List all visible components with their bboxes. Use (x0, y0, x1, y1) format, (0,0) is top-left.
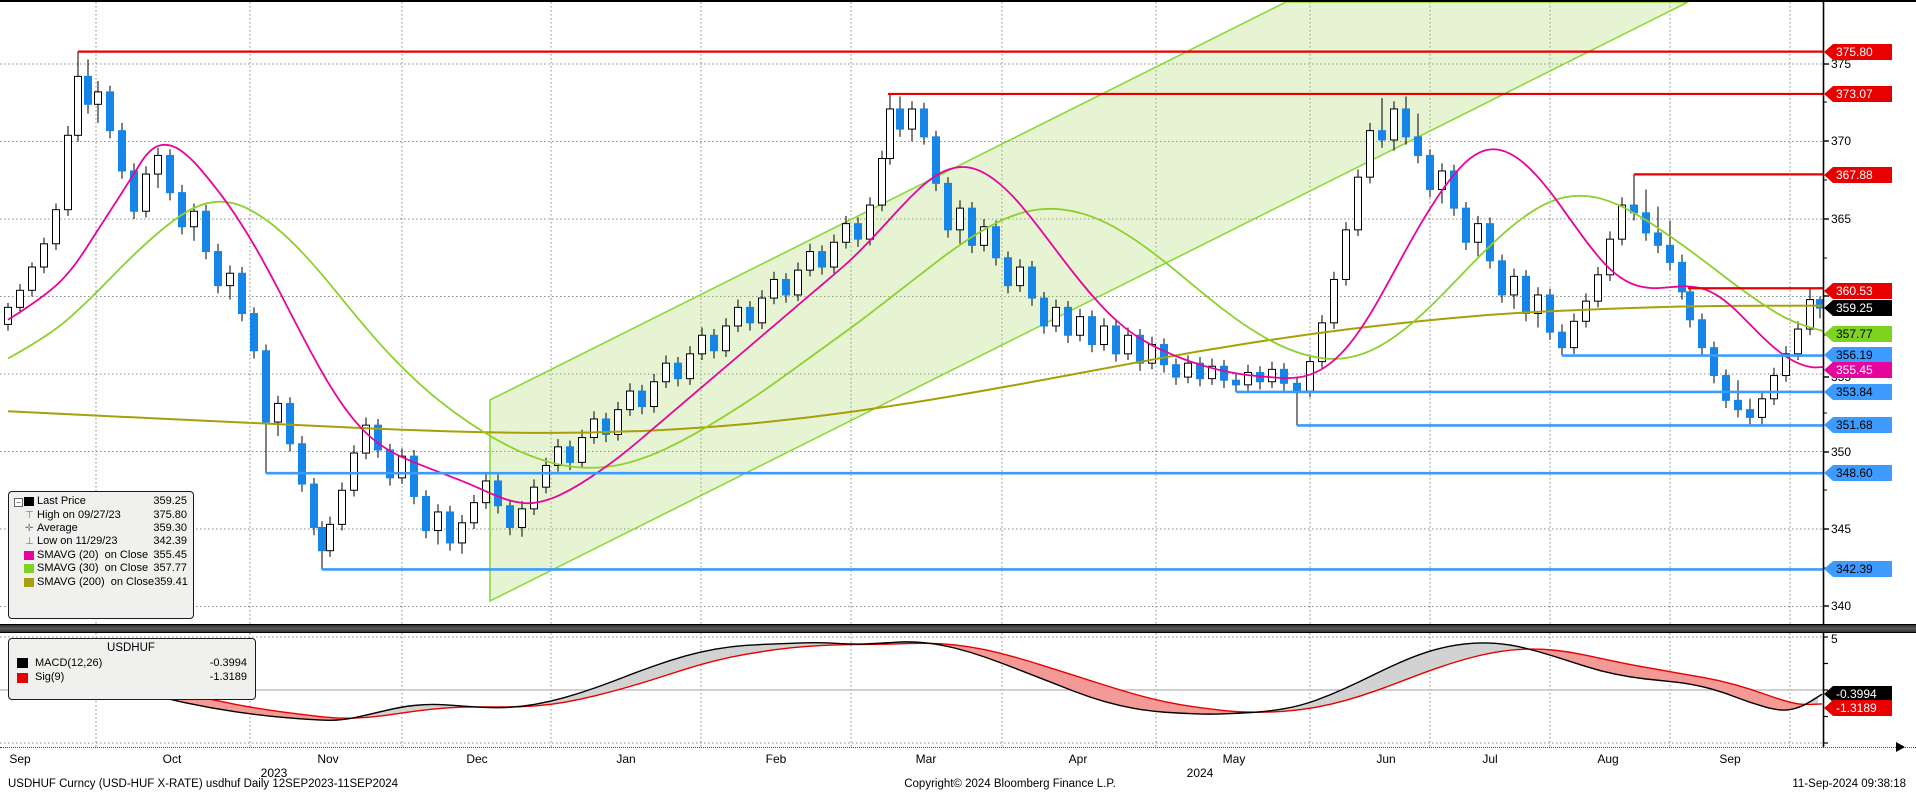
price-flag-356.19: 356.19 (1824, 347, 1892, 363)
price-flag-348.60: 348.60 (1824, 465, 1892, 481)
price-flag--1.3189: -1.3189 (1824, 700, 1892, 716)
x-axis: Sep Oct Nov Dec Jan Feb Mar Apr May Jun Jul Aug Sep … (0, 747, 1916, 780)
legend-row: ✛ Average 359.30 (13, 522, 187, 535)
legend-label: Sig(9) (35, 671, 65, 684)
legend-label: Average (37, 521, 78, 534)
panel-divider-handle[interactable] (0, 624, 1916, 633)
series-color-swatch (15, 658, 35, 669)
y-axis-tick-label: 365 (1831, 212, 1852, 226)
legend-row: SMAVG (20) on Close 355.45 (13, 549, 187, 562)
legend-row: Last Price 359.25 (13, 495, 187, 508)
series-color-swatch (15, 672, 35, 683)
chart-description: USDHUF Curncy (USD-HUF X-RATE) usdhuf Da… (8, 778, 399, 790)
month-label-Jun: Jun (1376, 752, 1396, 766)
macd-legend-row: Sig(9) -1.3189 (15, 671, 247, 686)
price-flag-351.68: 351.68 (1824, 417, 1892, 433)
price-flag-373.07: 373.07 (1824, 86, 1892, 102)
price-flag-357.77: 357.77 (1824, 326, 1892, 342)
series-color-swatch (13, 550, 37, 560)
month-label-Apr: Apr (1068, 752, 1088, 766)
price-flag-353.84: 353.84 (1824, 384, 1892, 400)
price-flag-360.53: 360.53 (1824, 283, 1892, 299)
legend-label: SMAVG (20) on Close (37, 548, 149, 561)
macd-legend-box[interactable]: USDHUF MACD(12,26) -0.3994 Sig(9) -1.3189 (8, 638, 256, 700)
macd-panel-chart[interactable] (0, 633, 1916, 747)
y-axis-tick-label: 375 (1831, 57, 1852, 71)
legend-label: SMAVG (30) on Close (37, 562, 149, 575)
month-label-Sep: Sep (1719, 752, 1741, 766)
legend-value: 342.39 (153, 535, 187, 548)
price-flag-367.88: 367.88 (1824, 167, 1892, 183)
month-label-Jul: Jul (1482, 752, 1498, 766)
year-label-2023: 2023 (260, 766, 288, 780)
month-label-Sep: Sep (9, 752, 31, 766)
legend-row: ⊥ Low on 11/29/23 342.39 (13, 535, 187, 548)
copyright-text: Copyright© 2024 Bloomberg Finance L.P. (904, 778, 1116, 790)
month-label-Jan: Jan (616, 752, 636, 766)
status-bar: USDHUF Curncy (USD-HUF X-RATE) usdhuf Da… (0, 775, 1916, 795)
legend-label: Low on 11/29/23 (37, 535, 118, 548)
high-marker-icon: ⊤ (25, 509, 34, 521)
macd-legend-row: MACD(12,26) -0.3994 (15, 656, 247, 671)
legend-value: 359.25 (153, 495, 187, 508)
month-label-Mar: Mar (915, 752, 937, 766)
y-axis-tick-label: 350 (1831, 445, 1852, 459)
month-label-Aug: Aug (1597, 752, 1619, 766)
series-color-swatch (13, 577, 37, 587)
legend-expander-icon[interactable]: − (14, 498, 23, 507)
legend-value: 375.80 (153, 508, 187, 521)
series-color-swatch (13, 497, 37, 507)
y-axis-tick-label: 345 (1831, 522, 1852, 536)
legend-label: High on 09/27/23 (37, 508, 121, 521)
y-axis-tick-label: 370 (1831, 134, 1852, 148)
legend-value: 359.30 (153, 521, 187, 534)
legend-value: -0.3994 (209, 656, 247, 669)
price-flag-359.25: 359.25 (1824, 300, 1892, 316)
price-flag-375.80: 375.80 (1824, 44, 1892, 60)
price-flag-342.39: 342.39 (1824, 561, 1892, 577)
legend-row: ⊤ High on 09/27/23 375.80 (13, 508, 187, 521)
legend-value: -1.3189 (209, 671, 247, 684)
price-flag--0.3994: -0.3994 (1824, 686, 1892, 702)
legend-value: 355.45 (153, 548, 187, 561)
macd-axis-tick-label: 5 (1831, 632, 1838, 646)
legend-value: 357.77 (153, 562, 187, 575)
legend-row: SMAVG (200) on Close 359.41 (13, 575, 188, 588)
legend-label: MACD(12,26) (35, 656, 103, 669)
low-marker-icon: ⊥ (25, 536, 34, 548)
legend-label: SMAVG (200) on Close (37, 575, 155, 588)
month-label-Dec: Dec (466, 752, 488, 766)
month-label-Nov: Nov (317, 752, 339, 766)
year-label-2024: 2024 (1186, 766, 1214, 780)
y-axis-tick-label: 340 (1831, 599, 1852, 613)
month-label-May: May (1222, 752, 1246, 766)
price-flag-355.45: 355.45 (1824, 362, 1892, 378)
macd-legend-title: USDHUF (107, 642, 155, 654)
timestamp: 11-Sep-2024 09:38:18 (1792, 778, 1906, 790)
average-marker-icon: ✛ (25, 522, 34, 534)
axis-scroll-arrow-icon[interactable] (1896, 742, 1905, 752)
month-label-Oct: Oct (162, 752, 182, 766)
main-price-chart[interactable] (0, 2, 1916, 624)
legend-label: Last Price (37, 495, 86, 508)
series-color-swatch (13, 564, 37, 574)
price-legend-box[interactable]: − Last Price 359.25 ⊤ High on 09/27/23 375.8… (8, 491, 194, 619)
legend-row: SMAVG (30) on Close 357.77 (13, 562, 187, 575)
month-label-Feb: Feb (765, 752, 787, 766)
legend-value: 359.41 (154, 575, 188, 588)
